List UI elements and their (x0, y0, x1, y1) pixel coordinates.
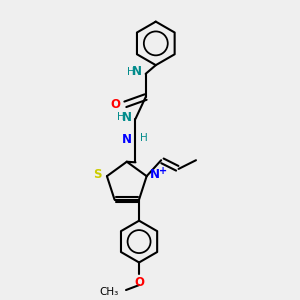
Text: O: O (110, 98, 120, 111)
Text: +: + (159, 166, 167, 176)
Text: N: N (150, 168, 160, 181)
Text: H: H (127, 67, 135, 76)
Text: CH₃: CH₃ (99, 287, 118, 297)
Text: N: N (122, 111, 132, 124)
Text: O: O (134, 275, 144, 289)
Text: N: N (122, 133, 132, 146)
Text: S: S (93, 168, 101, 181)
Text: H: H (140, 133, 148, 143)
Text: N: N (132, 65, 142, 78)
Text: H: H (117, 112, 124, 122)
